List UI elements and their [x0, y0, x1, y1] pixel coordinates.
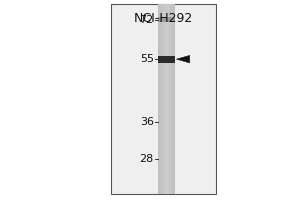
Bar [170, 4, 171, 194]
Text: 55: 55 [140, 54, 154, 64]
Bar [111, 4, 216, 194]
Bar [158, 4, 175, 194]
Bar [160, 4, 161, 194]
Text: 36: 36 [140, 117, 154, 127]
Bar [161, 4, 162, 194]
Bar [158, 4, 159, 194]
Bar [158, 17, 175, 22]
Bar [171, 4, 172, 194]
Text: 72: 72 [140, 15, 154, 25]
Text: NCI-H292: NCI-H292 [134, 12, 193, 25]
Bar [168, 4, 169, 194]
Polygon shape [176, 55, 190, 63]
Bar [174, 4, 175, 194]
Text: 28: 28 [140, 154, 154, 164]
Bar [165, 4, 166, 194]
Bar [159, 4, 160, 194]
Bar [172, 4, 173, 194]
Bar [158, 56, 175, 63]
Bar [164, 4, 165, 194]
Bar [173, 4, 174, 194]
Bar [169, 4, 170, 194]
Bar [163, 4, 164, 194]
Bar [162, 4, 163, 194]
Bar [167, 4, 168, 194]
